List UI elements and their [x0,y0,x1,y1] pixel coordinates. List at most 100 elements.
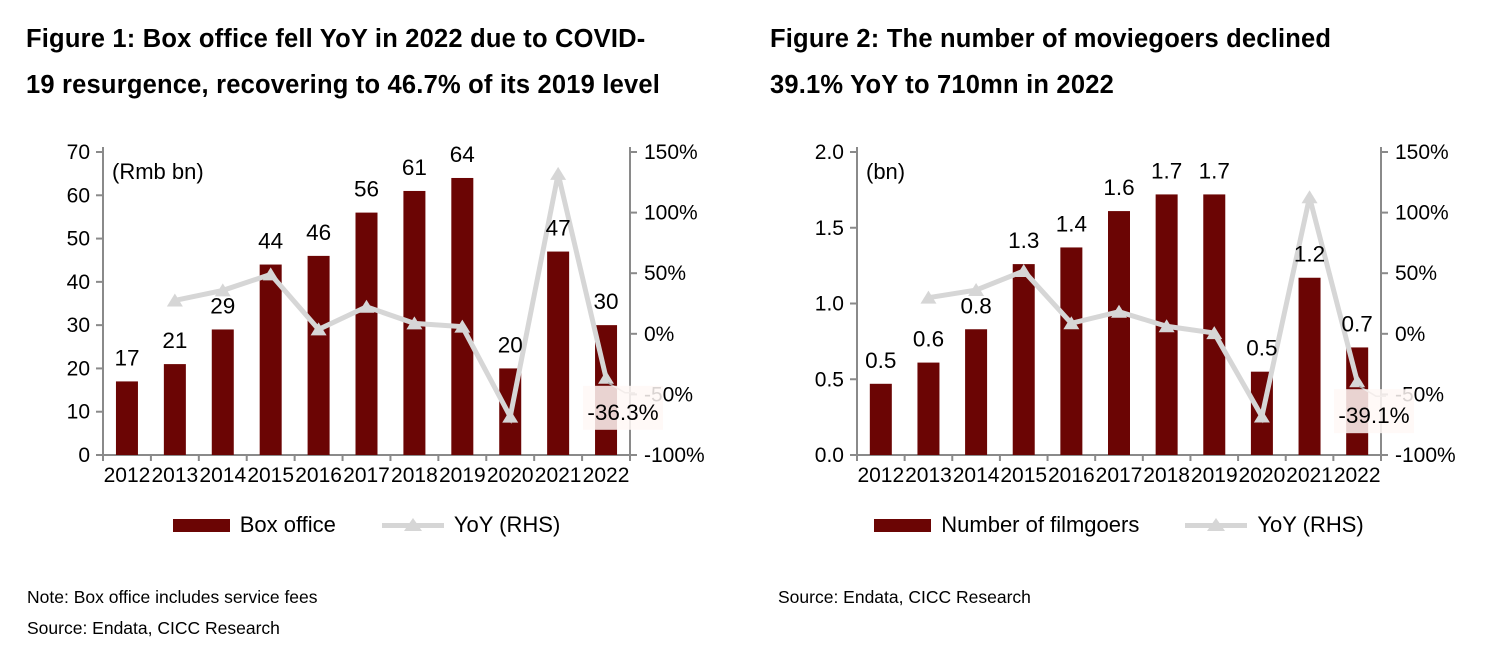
bar [1012,264,1035,455]
line-marker [1349,374,1366,388]
yoy-line [174,173,609,424]
bar-value-label: 47 [546,216,571,241]
line-marker [502,409,519,423]
annotation-text: -36.3% [587,400,658,425]
legend-item-yoy: YoY (RHS) [1185,512,1364,538]
x-axis-label: 2018 [1143,464,1190,487]
right-axis-tick-label: -100% [1395,444,1456,467]
left-axis-tick-label: 30 [67,314,90,337]
x-axis-label: 2017 [343,464,390,487]
bar-value-label: 29 [210,293,235,318]
left-axis-tick-label: 0.0 [815,444,844,467]
x-axis-label: 2012 [857,464,904,487]
x-axis-label: 2012 [104,464,151,487]
bar-value-label: 64 [450,142,475,167]
line-marker [598,370,615,384]
bar-value-label: 0.5 [865,348,896,373]
bar-value-label: 0.8 [960,293,991,318]
bar-value-label: 20 [498,332,523,357]
right-axis-tick-label: -100% [644,444,705,467]
figure2-title-line1: Figure 2: The number of moviegoers decli… [770,25,1332,53]
figure1-note: Note: Box office includes service fees [27,587,318,607]
left-axis-tick-label: 60 [67,184,90,207]
bar [869,383,892,455]
x-axis-label: 2020 [487,464,534,487]
x-axis-label: 2022 [583,464,630,487]
yoy-line [928,196,1360,424]
line-marker [550,166,567,180]
bar-value-label: 0.5 [1246,336,1277,361]
line-marker [1253,409,1270,423]
legend-label: YoY (RHS) [1257,512,1364,537]
figure1-title-line1: Figure 1: Box office fell YoY in 2022 du… [26,25,646,53]
axis-unit-label: (Rmb bn) [112,159,204,184]
x-axis-label: 2014 [199,464,246,487]
x-axis-label: 2022 [1334,464,1381,487]
line-marker [1015,264,1032,278]
bar-value-label: 1.7 [1199,158,1230,183]
bar-value-label: 1.2 [1294,242,1325,267]
bar [115,381,138,455]
bar [355,212,378,455]
x-axis-label: 2020 [1239,464,1286,487]
line-marker [1158,319,1175,333]
bar-value-label: 0.7 [1342,311,1373,336]
line-marker [166,293,183,307]
line-marker [358,299,375,313]
x-axis-label: 2016 [1048,464,1095,487]
line-marker [1301,190,1318,204]
left-axis-tick-label: 1.0 [815,293,844,316]
x-axis-label: 2015 [247,464,294,487]
bar [211,329,234,455]
bar-value-label: 1.6 [1103,175,1134,200]
legend-item-yoy: YoY (RHS) [381,512,560,538]
right-axis-tick-label: 50% [1395,262,1437,285]
line-marker [310,322,327,336]
bar-value-label: 44 [258,229,283,254]
x-axis-label: 2018 [391,464,438,487]
bar-value-label: 0.6 [913,327,944,352]
line-series-swatch [381,518,444,532]
bar [547,251,570,455]
bar-value-label: 17 [114,345,139,370]
x-axis-label: 2019 [439,464,486,487]
left-axis-tick-label: 50 [67,228,90,251]
line-marker [968,283,985,297]
left-axis-tick-label: 40 [67,271,90,294]
x-axis-label: 2017 [1096,464,1143,487]
legend-label: Box office [239,512,336,537]
x-axis-label: 2016 [295,464,342,487]
figure2-title-line2: 39.1% YoY to 710mn in 2022 [770,71,1114,99]
legend-item-filmgoers: Number of filmgoers [874,512,1139,538]
left-axis-tick-label: 20 [67,357,90,380]
x-axis-label: 2021 [535,464,582,487]
bar [1060,247,1083,455]
left-axis-tick-label: 10 [67,401,90,424]
x-axis-label: 2021 [1286,464,1333,487]
bar-value-label: 46 [306,220,331,245]
left-axis-tick-label: 2.0 [815,141,844,164]
annotation-box [583,385,663,430]
bar-value-label: 1.4 [1056,211,1087,236]
triangle-marker-icon [1207,518,1226,531]
right-axis-tick-label: 100% [644,202,698,225]
bar-series-swatch [874,518,932,532]
figure2-legend: Number of filmgoers YoY (RHS) [857,512,1381,538]
figure1-legend: Box office YoY (RHS) [103,512,630,538]
line-marker [214,283,231,297]
legend-item-box-office: Box office [172,512,336,538]
figure2-source: Source: Endata, CICC Research [778,587,1031,607]
bar [451,177,474,455]
bar-value-label: 21 [162,328,187,353]
bar [1298,277,1321,455]
bar [1203,194,1226,456]
bar-value-label: 1.3 [1008,228,1039,253]
right-axis-tick-label: 0% [1395,323,1425,346]
annotation-box [1334,389,1414,434]
x-axis-label: 2013 [152,464,199,487]
figure2-title: Figure 2: The number of moviegoers decli… [770,16,1331,108]
figure1-title: Figure 1: Box office fell YoY in 2022 du… [26,16,660,108]
x-axis-label: 2013 [905,464,952,487]
x-axis-label: 2014 [953,464,1000,487]
